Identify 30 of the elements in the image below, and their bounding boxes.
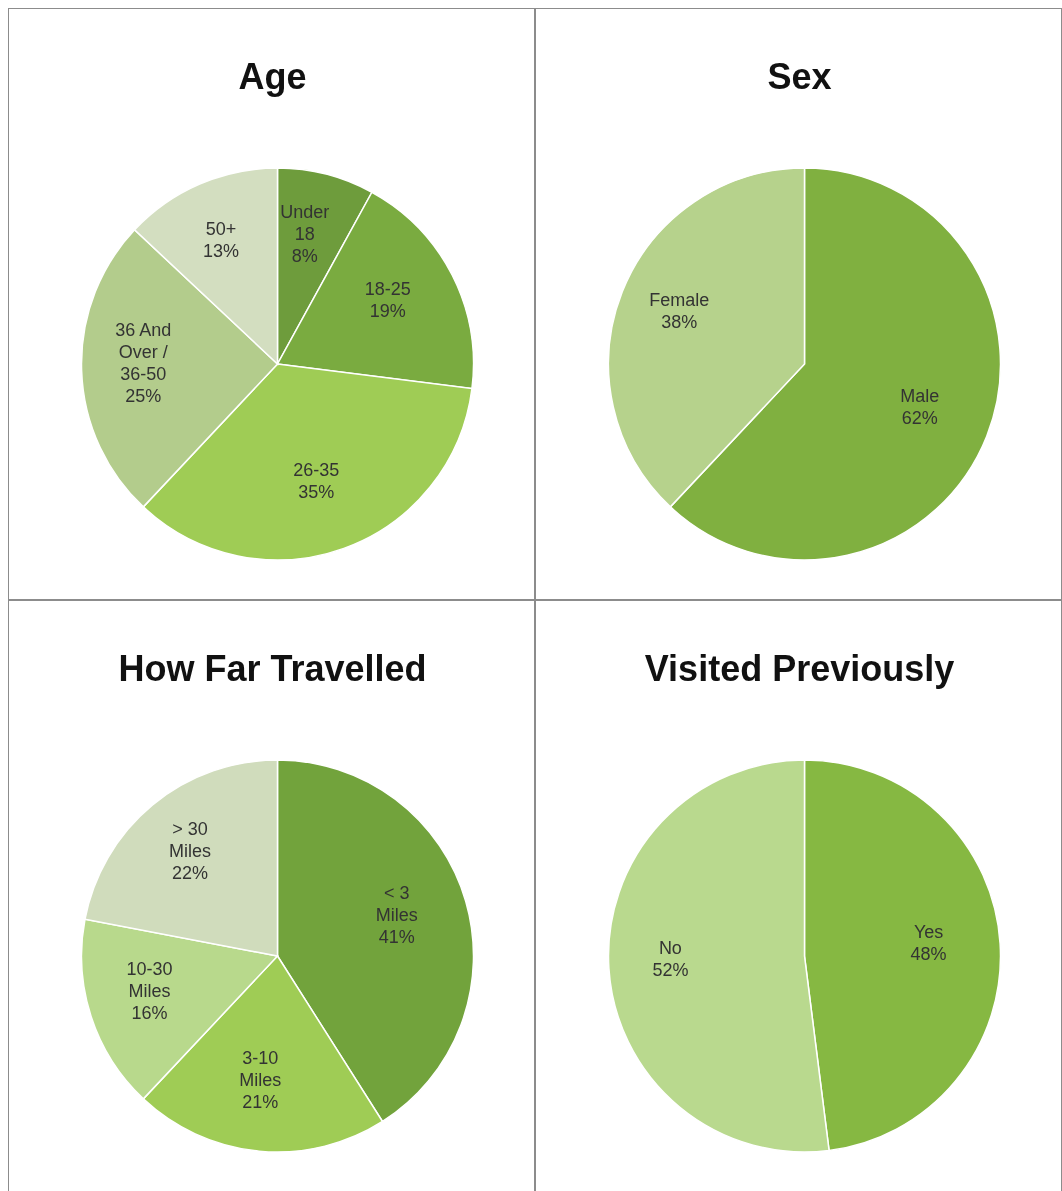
slice-label: < 3 Miles [375, 882, 418, 925]
data-label: 13% [203, 241, 240, 262]
data-label: 62% [901, 407, 938, 428]
data-label: 22% [172, 863, 209, 884]
data-label: 35% [298, 481, 335, 502]
slice-label: Male [900, 385, 940, 406]
slice-label: 26-35 [293, 459, 340, 480]
chart-title: Age [238, 56, 307, 97]
data-label: 41% [378, 926, 415, 947]
data-label: 48% [910, 943, 947, 964]
slice-label: Under 18 [280, 201, 330, 244]
slice-label: Yes [913, 921, 944, 942]
chart-title: How Far Travelled [118, 648, 427, 689]
slice-label: 36 And Over / 36-50 [115, 320, 172, 385]
data-label: 19% [369, 301, 406, 322]
slice-label: 18-25 [364, 279, 411, 300]
chart-title: Visited Previously [644, 648, 955, 689]
slice-label: No [658, 938, 682, 959]
data-label: 38% [661, 312, 698, 333]
slice-label: > 30 Miles [169, 819, 212, 862]
slice-label: 3-10 Miles [239, 1047, 282, 1090]
slice-label: 50+ [205, 219, 237, 240]
slice-label: 10-30 Miles [126, 958, 173, 1001]
slice-label: Female [649, 290, 710, 311]
data-label: 16% [131, 1002, 168, 1023]
data-label: 52% [652, 960, 689, 981]
chart-title: Sex [767, 56, 832, 97]
data-label: 8% [291, 245, 318, 266]
data-label: 25% [125, 386, 162, 407]
data-label: 21% [242, 1091, 279, 1112]
